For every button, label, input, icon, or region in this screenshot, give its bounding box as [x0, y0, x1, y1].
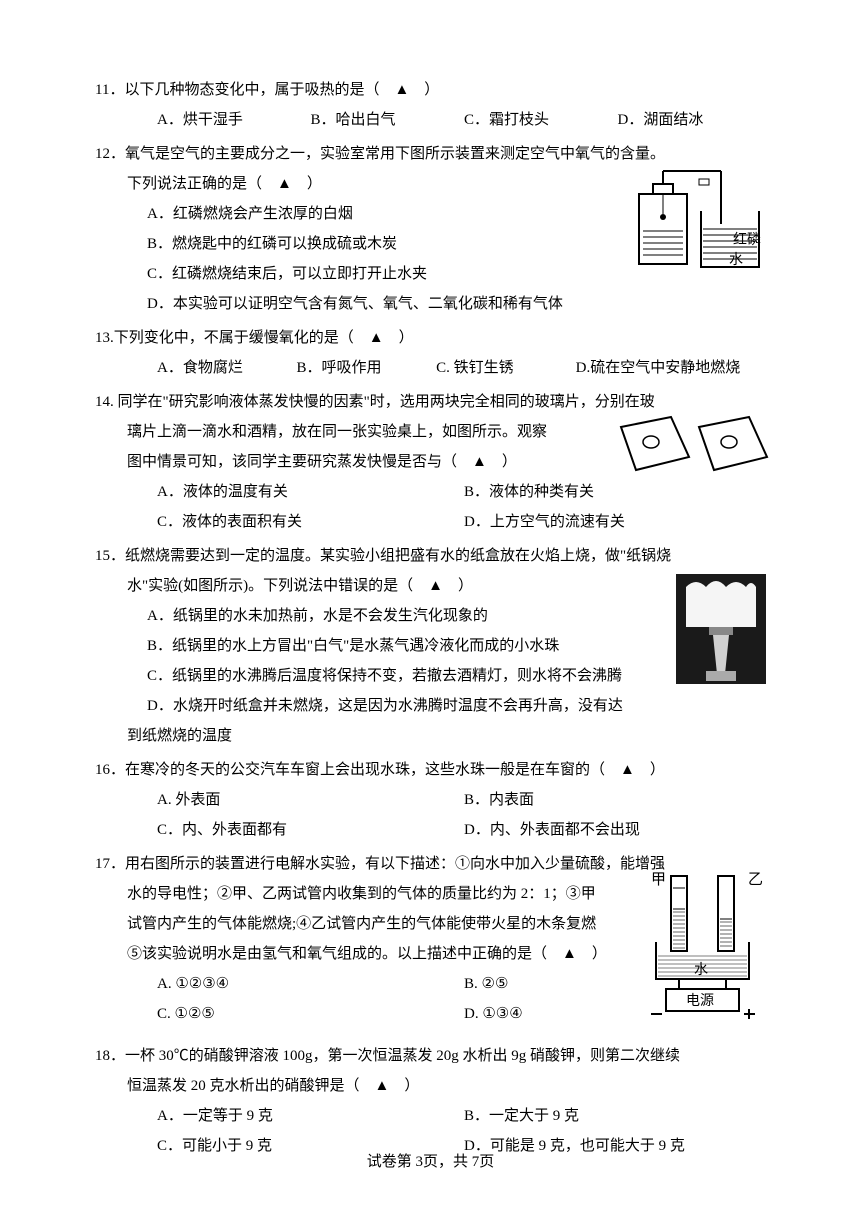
q11-optC: C．霜打枝头 — [464, 105, 618, 135]
q17-label-jia: 甲 — [651, 872, 666, 888]
q16-options-row1: A. 外表面 B．内表面 — [95, 785, 771, 815]
q11-stem: 11．以下几种物态变化中，属于吸热的是（ ▲ ） — [95, 75, 771, 105]
q12-label-water: 水 — [729, 247, 743, 275]
q12-diagram: 红磷 水 — [631, 149, 771, 284]
q11-options: A．烘干湿手 B．哈出白气 C．霜打枝头 D．湖面结冰 — [95, 105, 771, 135]
q15-stem1: 15．纸燃烧需要达到一定的温度。某实验小组把盛有水的纸盒放在火焰上烧，做"纸锅烧 — [95, 541, 771, 571]
question-11: 11．以下几种物态变化中，属于吸热的是（ ▲ ） A．烘干湿手 B．哈出白气 C… — [95, 75, 771, 135]
q17-label-yi: 乙 — [748, 872, 763, 888]
q13-optB: B．呼吸作用 — [297, 353, 437, 383]
q15-diagram — [671, 569, 771, 689]
question-13: 13.下列变化中，不属于缓慢氧化的是（ ▲ ） A．食物腐烂 B．呼吸作用 C.… — [95, 323, 771, 383]
question-15: 15．纸燃烧需要达到一定的温度。某实验小组把盛有水的纸盒放在火焰上烧，做"纸锅烧… — [95, 541, 771, 751]
q18-optB: B．一定大于 9 克 — [464, 1101, 771, 1131]
q16-optD: D．内、外表面都不会出现 — [464, 815, 771, 845]
q16-optA: A. 外表面 — [157, 785, 464, 815]
q13-options: A．食物腐烂 B．呼吸作用 C. 铁钉生锈 D.硫在空气中安静地燃烧 — [95, 353, 771, 383]
q16-optC: C．内、外表面都有 — [157, 815, 464, 845]
q14-optA: A．液体的温度有关 — [157, 477, 464, 507]
q16-stem: 16．在寒冷的冬天的公交汽车车窗上会出现水珠，这些水珠一般是在车窗的（ ▲ ） — [95, 755, 771, 785]
q11-optD: D．湖面结冰 — [618, 105, 772, 135]
q17-label-power: 电源 — [686, 993, 714, 1009]
question-14: 14. 同学在"研究影响液体蒸发快慢的因素"时，选用两块完全相同的玻璃片，分别在… — [95, 387, 771, 537]
q17-label-water: 水 — [694, 962, 708, 978]
q15-stem3: 到纸燃烧的温度 — [95, 721, 771, 751]
q14-optC: C．液体的表面积有关 — [157, 507, 464, 537]
q18-stem1: 18．一杯 30℃的硝酸钾溶液 100g，第一次恒温蒸发 20g 水析出 9g … — [95, 1041, 771, 1071]
q13-stem: 13.下列变化中，不属于缓慢氧化的是（ ▲ ） — [95, 323, 771, 353]
q15-stem2: 水"实验(如图所示)。下列说法中错误的是（ ▲ ） — [95, 571, 771, 601]
question-17: 甲 乙 — [95, 849, 771, 1029]
q18-options-row1: A．一定等于 9 克 B．一定大于 9 克 — [95, 1101, 771, 1131]
q13-optD: D.硫在空气中安静地燃烧 — [576, 353, 771, 383]
q15-optA: A．纸锅里的水未加热前，水是不会发生汽化现象的 — [95, 601, 771, 631]
q13-optA: A．食物腐烂 — [157, 353, 297, 383]
q15-optD: D．水烧开时纸盒并未燃烧，这是因为水沸腾时温度不会再升高，没有达 — [95, 691, 771, 721]
q17-optA: A. ①②③④ — [157, 969, 464, 999]
q15-optB: B．纸锅里的水上方冒出"白气"是水蒸气遇冷液化而成的小水珠 — [95, 631, 771, 661]
q17-optC: C. ①②⑤ — [157, 999, 464, 1029]
q14-options-row2: C．液体的表面积有关 D．上方空气的流速有关 — [95, 507, 771, 537]
q12-optD: D．本实验可以证明空气含有氮气、氧气、二氧化碳和稀有气体 — [95, 289, 771, 319]
question-16: 16．在寒冷的冬天的公交汽车车窗上会出现水珠，这些水珠一般是在车窗的（ ▲ ） … — [95, 755, 771, 845]
q18-optA: A．一定等于 9 克 — [157, 1101, 464, 1131]
q14-optD: D．上方空气的流速有关 — [464, 507, 771, 537]
q13-optC: C. 铁钉生锈 — [436, 353, 576, 383]
q11-optB: B．哈出白气 — [311, 105, 465, 135]
q15-optC: C．纸锅里的水沸腾后温度将保持不变，若撤去酒精灯，则水将不会沸腾 — [95, 661, 771, 691]
q14-diagram — [611, 412, 771, 487]
question-18: 18．一杯 30℃的硝酸钾溶液 100g，第一次恒温蒸发 20g 水析出 9g … — [95, 1041, 771, 1161]
page-footer: 试卷第 3页，共 7页 — [0, 1150, 861, 1171]
q17-diagram: 甲 乙 — [636, 864, 771, 1024]
q18-stem2: 恒温蒸发 20 克水析出的硝酸钾是（ ▲ ） — [95, 1071, 771, 1101]
question-12: 红磷 水 12．氧气是空气的主要成分之一，实验室常用下图所示装置来测定空气中氧气… — [95, 139, 771, 319]
q11-optA: A．烘干湿手 — [157, 105, 311, 135]
q16-options-row2: C．内、外表面都有 D．内、外表面都不会出现 — [95, 815, 771, 845]
q16-optB: B．内表面 — [464, 785, 771, 815]
